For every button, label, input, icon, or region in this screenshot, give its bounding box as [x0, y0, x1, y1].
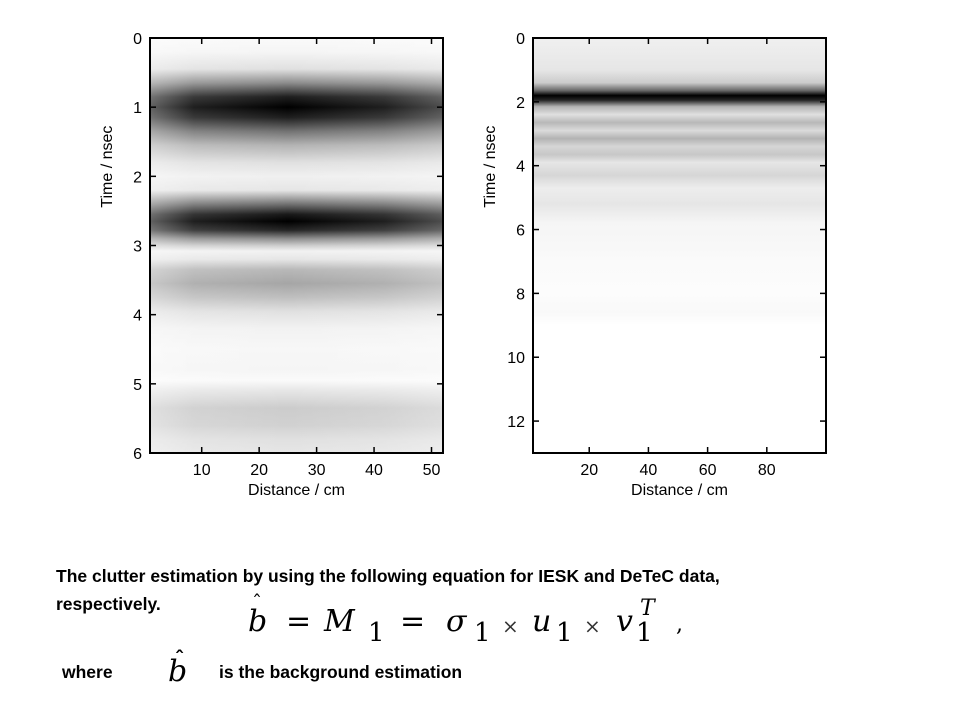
x-tick-label: 80	[758, 462, 776, 479]
y-tick-label: 4	[133, 308, 142, 325]
y-tick-label: 5	[133, 377, 142, 394]
x-axis-label: Distance / cm	[631, 482, 728, 499]
eq-times-1: ×	[502, 614, 519, 638]
x-tick-label: 30	[308, 462, 326, 479]
eq-M-subscript: 1	[368, 618, 385, 648]
eq-v-superscript-T: T	[640, 596, 655, 621]
where-description: is the background estimation	[219, 662, 462, 683]
heatmap-1: 0 1 2 3 4 5 6 10 20 30 40 50 Distance / cm Time / nse…	[99, 31, 443, 499]
x-tick-label: 40	[640, 462, 658, 479]
y-tick-label: 4	[516, 159, 525, 176]
x-tick-label: 20	[580, 462, 598, 479]
eq-b-hat: b	[248, 604, 267, 639]
y-tick-label: 2	[516, 95, 525, 112]
y-axis-label: Time / nsec	[99, 126, 116, 208]
eq-sigma-subscript: 1	[474, 618, 491, 648]
eq-u-subscript: 1	[556, 618, 573, 648]
eq-M: M	[324, 604, 355, 639]
y-tick-label: 3	[133, 239, 142, 256]
caption-line-2: respectively.	[56, 590, 916, 618]
heatmap-field	[533, 38, 826, 453]
eq-equals-1: =	[286, 604, 311, 639]
where-b-hat: b	[168, 654, 187, 689]
eq-v: v	[616, 604, 633, 639]
eq-u: u	[532, 604, 551, 639]
y-tick-label: 10	[507, 350, 525, 367]
eq-times-2: ×	[584, 614, 601, 638]
x-tick-label: 40	[365, 462, 383, 479]
where-line: where ˆ b is the background estimation	[62, 660, 922, 696]
x-tick-label: 20	[250, 462, 268, 479]
y-tick-label: 2	[133, 169, 142, 186]
y-axis-label: Time / nsec	[482, 126, 499, 208]
x-tick-label: 50	[423, 462, 441, 479]
y-tick-label: 6	[516, 223, 525, 240]
y-tick-label: 1	[133, 100, 142, 117]
y-tick-label: 8	[516, 286, 525, 303]
caption-line-1: The clutter estimation by using the foll…	[56, 562, 916, 590]
eq-comma: ,	[676, 612, 683, 637]
y-tick-label: 0	[133, 31, 142, 48]
y-tick-label: 6	[133, 446, 142, 463]
where-word: where	[62, 662, 113, 683]
heatmap-distance-shading	[150, 38, 443, 453]
eq-equals-2: =	[400, 604, 425, 639]
heatmap-2: 0 2 4 6 8 10 12 20 40 60 80 Distance / cm Time / nse…	[482, 31, 826, 499]
caption: The clutter estimation by using the foll…	[56, 562, 916, 618]
x-tick-label: 60	[699, 462, 717, 479]
eq-sigma: σ	[446, 604, 466, 639]
x-tick-label: 10	[193, 462, 211, 479]
y-tick-label: 0	[516, 31, 525, 48]
x-axis-label: Distance / cm	[248, 482, 345, 499]
eq-v-subscript: 1	[636, 618, 653, 648]
y-tick-label: 12	[507, 414, 525, 431]
